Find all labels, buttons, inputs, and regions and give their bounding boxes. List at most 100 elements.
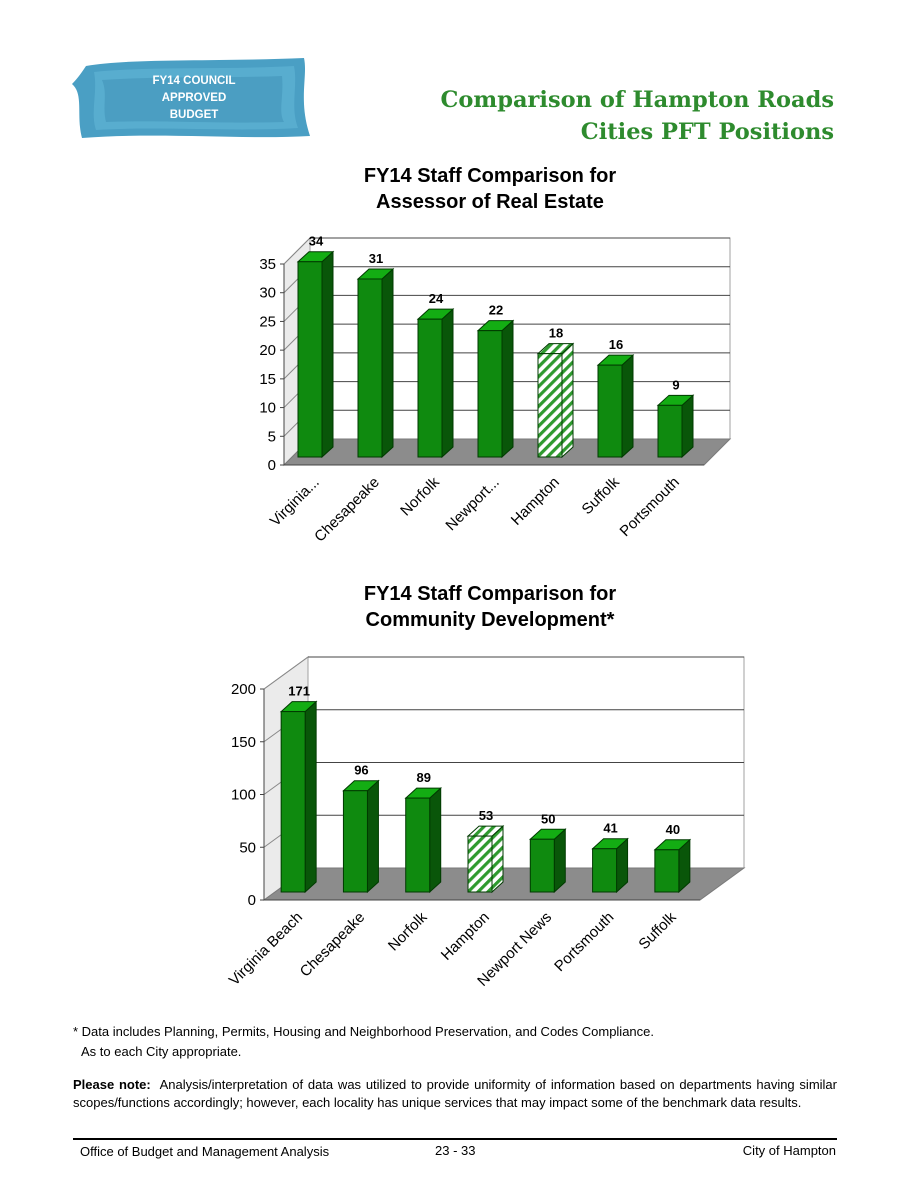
chart-2-title-line-1: FY14 Staff Comparison for	[363, 583, 617, 605]
category-label: Portsmouth	[551, 909, 617, 975]
bar-hampton	[466, 824, 505, 894]
gridline-side	[263, 656, 309, 690]
footer-city: City of Hampton	[742, 1143, 836, 1158]
category-label: Chesapeake	[311, 474, 383, 546]
bar-front	[654, 849, 680, 893]
bar-newport-news	[528, 828, 567, 894]
category-label: Suffolk	[635, 908, 680, 953]
category-label: Portsmouth	[617, 474, 683, 540]
footer-page-number: 23 - 33	[435, 1143, 476, 1158]
bar-front	[597, 364, 623, 458]
bar-norfolk	[416, 308, 455, 459]
bar-portsmouth	[656, 394, 695, 459]
bar-side	[441, 308, 454, 459]
category-label: Hampton	[508, 474, 563, 529]
please-note-label: Please note:	[73, 1077, 151, 1092]
footer-rule	[73, 1138, 837, 1140]
data-label: 22	[489, 303, 503, 318]
data-label: 50	[541, 811, 555, 826]
bar-norfolk	[404, 786, 443, 894]
bar-portsmouth	[591, 837, 629, 894]
please-note: Please note: Analysis/interpretation of …	[73, 1076, 837, 1112]
page-title-line-1: Comparison of Hampton Roads	[440, 87, 834, 113]
bar-front	[537, 353, 563, 458]
bar-front	[417, 318, 443, 458]
footer-office: Office of Budget and Management Analysis	[80, 1144, 330, 1159]
category-label: Norfolk	[385, 908, 431, 954]
chart-1-title: FY14 Staff Comparison for Assessor of Re…	[240, 163, 740, 215]
y-tick-label: 5	[268, 428, 276, 445]
data-label: 96	[354, 763, 368, 778]
bar-front	[405, 797, 431, 893]
y-tick-label: 15	[259, 371, 276, 388]
y-tick-label: 35	[259, 256, 276, 273]
bar-side	[381, 267, 394, 459]
bar-front	[592, 848, 618, 893]
data-label: 34	[309, 234, 324, 249]
category-label: Newport...	[442, 474, 502, 534]
page-title-line-2: Cities PFT Positions	[580, 119, 834, 145]
y-tick-label: 100	[231, 787, 256, 804]
bar-chesapeake	[342, 779, 380, 894]
bar-newport	[476, 319, 515, 459]
watercolor-badge-background	[72, 58, 310, 138]
bar-front	[477, 330, 503, 458]
bar-side	[681, 394, 694, 459]
y-tick-label: 20	[259, 342, 276, 359]
data-label: 171	[288, 684, 310, 699]
assessor-bar-chart: 0 5 10 15 20 25 30 35 34 Virginia... 31 Chesapeake 2…	[259, 234, 732, 546]
data-label: 9	[672, 377, 679, 392]
community-development-bar-chart: 0 50 100 150 200 171 Virginia Beach 96 Chesapeak…	[226, 656, 746, 990]
bar-chesapeake	[356, 267, 395, 459]
bar-virginia-beach	[279, 700, 318, 894]
data-label: 53	[479, 808, 493, 823]
data-label: 18	[549, 326, 563, 341]
category-label: Hampton	[438, 909, 493, 964]
bar-side	[491, 824, 504, 894]
bar-front	[280, 711, 306, 893]
bar-front	[529, 838, 555, 893]
bar-side	[429, 786, 442, 894]
bar-side	[621, 353, 634, 459]
data-label: 31	[369, 251, 383, 266]
bar-front	[657, 404, 683, 458]
y-tick-label: 25	[259, 313, 276, 330]
y-tick-label: 50	[239, 839, 256, 856]
bar-front	[342, 790, 368, 893]
bar-front	[297, 261, 323, 458]
y-tick-label: 30	[259, 285, 276, 302]
y-tick-label: 10	[259, 400, 276, 417]
bar-side	[366, 779, 379, 894]
data-label: 24	[429, 291, 444, 306]
bar-front	[357, 278, 383, 458]
gridline-side	[283, 237, 311, 265]
badge-line-2: APPROVED	[161, 92, 227, 104]
chart-2-title-line-2: Community Development*	[365, 609, 615, 631]
chart-1-title-line-2: Assessor of Real Estate	[376, 191, 604, 213]
category-label: Chesapeake	[297, 909, 369, 981]
data-label: 40	[666, 822, 680, 837]
y-tick-label: 150	[231, 734, 256, 751]
data-label: 89	[416, 770, 430, 785]
y-tick-label: 0	[268, 457, 276, 474]
data-label: 16	[609, 337, 623, 352]
please-note-text: Analysis/interpretation of data was util…	[73, 1077, 837, 1110]
category-label: Suffolk	[579, 473, 624, 518]
chart-1-title-line-1: FY14 Staff Comparison for	[363, 165, 617, 187]
badge-line-1: FY14 COUNCIL	[152, 75, 236, 87]
y-tick-label: 200	[231, 681, 256, 698]
footnote-line-2: As to each City appropriate.	[81, 1044, 242, 1059]
bar-side	[553, 828, 566, 894]
bar-hampton	[536, 342, 575, 459]
y-tick-label: 0	[248, 892, 256, 909]
category-label: Virginia Beach	[226, 909, 306, 989]
page-title: Comparison of Hampton Roads Cities PFT P…	[441, 84, 834, 148]
bar-side	[321, 250, 334, 459]
category-label: Virginia...	[267, 474, 323, 530]
bar-front	[467, 835, 493, 893]
bar-virginia	[296, 250, 335, 459]
bar-side	[304, 700, 317, 894]
bar-side	[561, 342, 574, 459]
footnote: * Data includes Planning, Permits, Housi…	[73, 1022, 654, 1062]
chart-2-title: FY14 Staff Comparison for Community Deve…	[240, 581, 740, 633]
